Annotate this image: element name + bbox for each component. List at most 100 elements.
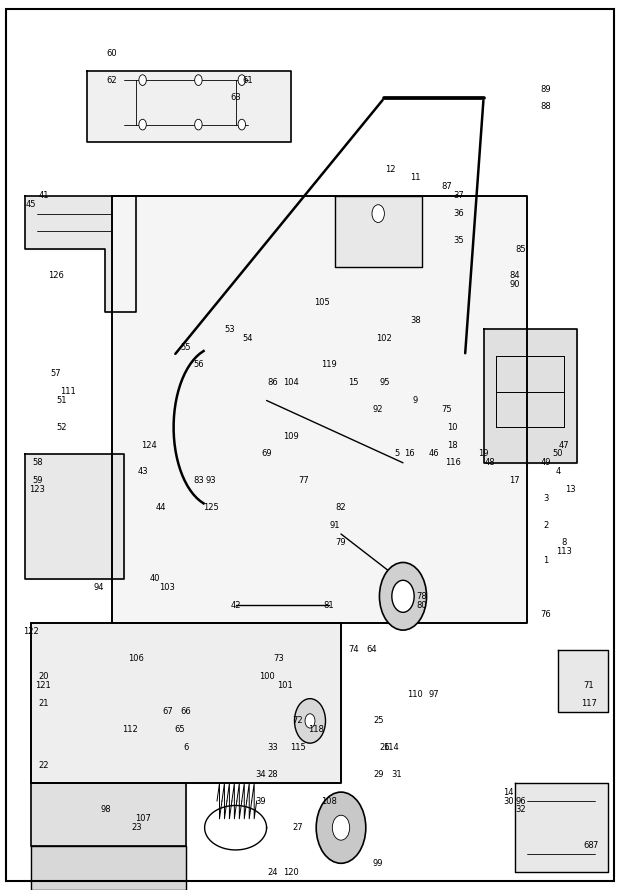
Text: 22: 22 bbox=[38, 761, 48, 770]
Text: eereplacementparts.com: eereplacementparts.com bbox=[138, 453, 383, 473]
Text: 12: 12 bbox=[386, 165, 396, 174]
Text: 18: 18 bbox=[447, 441, 458, 449]
Text: 104: 104 bbox=[283, 378, 299, 387]
Text: 89: 89 bbox=[540, 85, 551, 93]
Text: 98: 98 bbox=[100, 805, 111, 814]
Text: 122: 122 bbox=[23, 627, 39, 636]
Text: 50: 50 bbox=[553, 449, 563, 458]
Text: 30: 30 bbox=[503, 797, 514, 805]
Text: 39: 39 bbox=[255, 797, 266, 805]
Text: 43: 43 bbox=[137, 467, 148, 476]
Text: 83: 83 bbox=[193, 476, 204, 485]
Text: 87: 87 bbox=[441, 182, 452, 191]
Text: 14: 14 bbox=[503, 788, 513, 797]
Text: 115: 115 bbox=[290, 743, 306, 752]
Text: 60: 60 bbox=[106, 49, 117, 58]
Polygon shape bbox=[31, 783, 186, 846]
Text: 92: 92 bbox=[373, 405, 383, 414]
Text: 113: 113 bbox=[556, 547, 572, 556]
Text: 4: 4 bbox=[556, 467, 560, 476]
Circle shape bbox=[396, 586, 410, 607]
Text: 126: 126 bbox=[48, 271, 64, 280]
Text: 36: 36 bbox=[453, 209, 464, 218]
Text: 8: 8 bbox=[562, 538, 567, 547]
Text: 84: 84 bbox=[509, 271, 520, 280]
Text: 62: 62 bbox=[106, 76, 117, 85]
Text: 7: 7 bbox=[593, 841, 598, 850]
Text: 32: 32 bbox=[515, 805, 526, 814]
Text: 114: 114 bbox=[383, 743, 399, 752]
Circle shape bbox=[316, 792, 366, 863]
Text: 10: 10 bbox=[448, 423, 458, 432]
Text: 56: 56 bbox=[193, 360, 204, 369]
Circle shape bbox=[238, 119, 246, 130]
Text: 106: 106 bbox=[128, 654, 144, 663]
Text: 31: 31 bbox=[391, 770, 402, 779]
Text: 94: 94 bbox=[94, 583, 104, 592]
Text: 23: 23 bbox=[131, 823, 142, 832]
Text: 59: 59 bbox=[32, 476, 42, 485]
Text: 88: 88 bbox=[540, 102, 551, 111]
Text: 99: 99 bbox=[373, 859, 383, 868]
Text: 33: 33 bbox=[267, 743, 278, 752]
Polygon shape bbox=[25, 196, 136, 312]
Text: 65: 65 bbox=[174, 725, 185, 734]
Text: 80: 80 bbox=[416, 601, 427, 610]
Text: 91: 91 bbox=[330, 521, 340, 530]
Text: 108: 108 bbox=[321, 797, 337, 805]
Circle shape bbox=[195, 75, 202, 85]
Text: 54: 54 bbox=[243, 334, 253, 343]
Text: 25: 25 bbox=[373, 716, 383, 725]
Text: 74: 74 bbox=[348, 645, 359, 654]
Circle shape bbox=[139, 75, 146, 85]
Text: 118: 118 bbox=[308, 725, 324, 734]
Polygon shape bbox=[25, 454, 124, 578]
Text: 40: 40 bbox=[150, 574, 160, 583]
Text: 75: 75 bbox=[441, 405, 452, 414]
Circle shape bbox=[238, 75, 246, 85]
Circle shape bbox=[372, 205, 384, 222]
Text: 68: 68 bbox=[583, 841, 595, 850]
Text: 16: 16 bbox=[404, 449, 415, 458]
Text: 49: 49 bbox=[541, 458, 551, 467]
Text: 46: 46 bbox=[428, 449, 440, 458]
Polygon shape bbox=[515, 783, 608, 872]
Text: 26: 26 bbox=[379, 743, 390, 752]
Text: 37: 37 bbox=[453, 191, 464, 200]
Text: 116: 116 bbox=[445, 458, 461, 467]
Text: 82: 82 bbox=[335, 503, 347, 512]
Text: 101: 101 bbox=[277, 681, 293, 690]
Text: 3: 3 bbox=[543, 494, 548, 503]
Text: 112: 112 bbox=[122, 725, 138, 734]
Text: 105: 105 bbox=[314, 298, 330, 307]
Text: 53: 53 bbox=[224, 325, 235, 334]
Text: 27: 27 bbox=[292, 823, 303, 832]
Text: 111: 111 bbox=[60, 387, 76, 396]
Text: 45: 45 bbox=[26, 200, 36, 209]
Text: 103: 103 bbox=[159, 583, 175, 592]
Text: 38: 38 bbox=[410, 316, 421, 325]
Text: 55: 55 bbox=[181, 343, 191, 352]
Text: 71: 71 bbox=[583, 681, 595, 690]
Text: 64: 64 bbox=[366, 645, 378, 654]
Text: 93: 93 bbox=[205, 476, 216, 485]
Text: 24: 24 bbox=[268, 868, 278, 877]
Text: 9: 9 bbox=[413, 396, 418, 405]
Circle shape bbox=[139, 119, 146, 130]
Text: 76: 76 bbox=[540, 610, 551, 619]
Polygon shape bbox=[87, 71, 291, 142]
Text: 67: 67 bbox=[162, 708, 173, 716]
Circle shape bbox=[195, 119, 202, 130]
Circle shape bbox=[392, 580, 414, 612]
Text: 6: 6 bbox=[184, 743, 188, 752]
Text: 35: 35 bbox=[453, 236, 464, 245]
Text: 97: 97 bbox=[428, 690, 440, 699]
Text: 61: 61 bbox=[242, 76, 254, 85]
Text: 110: 110 bbox=[407, 690, 423, 699]
Circle shape bbox=[294, 699, 326, 743]
Text: 34: 34 bbox=[255, 770, 266, 779]
Text: 52: 52 bbox=[57, 423, 67, 432]
Text: 69: 69 bbox=[261, 449, 272, 458]
Text: 13: 13 bbox=[565, 485, 576, 494]
Polygon shape bbox=[335, 196, 422, 267]
